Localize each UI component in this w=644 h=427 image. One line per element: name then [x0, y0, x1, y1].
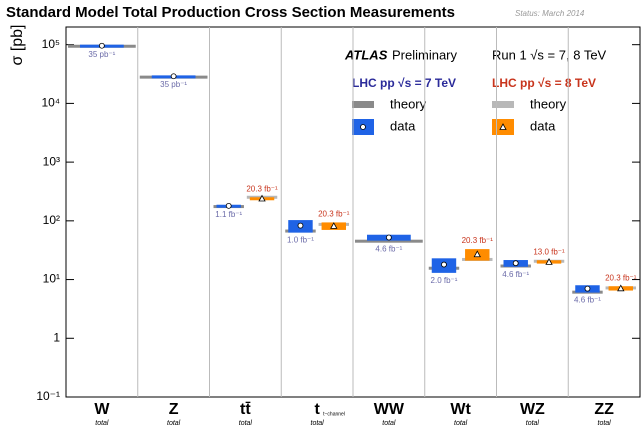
luminosity-label: 20.3 fb⁻¹ — [462, 236, 494, 245]
y-tick-label: 10² — [43, 213, 60, 227]
data-point — [170, 73, 177, 80]
data-point — [545, 258, 553, 265]
legend-label: data — [530, 118, 556, 133]
data-point — [385, 234, 392, 241]
luminosity-label: 1.1 fb⁻¹ — [215, 210, 242, 219]
y-tick-label: 10⁵ — [42, 37, 60, 51]
experiment: ATLAS — [344, 47, 388, 62]
x-tick-sublabel: total — [454, 420, 468, 427]
x-tick-sublabel: total — [382, 420, 396, 427]
x-tick-label: Z — [169, 401, 179, 418]
data-point — [297, 222, 304, 229]
legend-marker — [360, 124, 366, 130]
luminosity-label: 4.6 fb⁻¹ — [574, 296, 601, 305]
legend-theory-swatch — [492, 101, 514, 108]
x-tick-sublabel: total — [239, 420, 253, 427]
x-tick-sublabel: total — [95, 420, 109, 427]
luminosity-label: 13.0 fb⁻¹ — [533, 247, 565, 256]
legend-label: theory — [390, 96, 427, 111]
x-tick-label: t — [314, 401, 320, 418]
x-tick-label: ZZ — [594, 401, 614, 418]
luminosity-label: 1.0 fb⁻¹ — [287, 236, 314, 245]
legend-marker — [499, 123, 507, 130]
luminosity-label: 35 pb⁻¹ — [160, 80, 187, 89]
chart-title: Standard Model Total Production Cross Se… — [6, 4, 455, 21]
y-tick-label: 10⁻¹ — [36, 389, 60, 403]
luminosity-label: 2.0 fb⁻¹ — [431, 276, 458, 285]
x-tick-label: Wt — [450, 401, 471, 418]
data-point — [98, 42, 105, 49]
y-axis-label: σ [pb] — [9, 24, 26, 65]
legend-label: data — [390, 118, 416, 133]
luminosity-label: 35 pb⁻¹ — [88, 50, 115, 59]
luminosity-label: 4.6 fb⁻¹ — [502, 270, 529, 279]
y-tick-label: 10³ — [43, 154, 60, 168]
legend-title: LHC pp √s = 8 TeV — [492, 76, 596, 90]
legend-title: LHC pp √s = 7 TeV — [352, 76, 456, 90]
x-tick-sublabel: total — [526, 420, 540, 427]
y-tick-label: 10¹ — [43, 272, 60, 286]
x-tick-label: tt̄ — [240, 400, 251, 418]
status: Status: March 2014 — [515, 9, 585, 18]
x-tick-label: WW — [374, 401, 405, 418]
data-point — [441, 261, 447, 268]
luminosity-label: 20.3 fb⁻¹ — [246, 184, 278, 193]
x-tick-label: W — [94, 401, 110, 418]
data-point — [584, 285, 591, 292]
x-tick-sublabel: total — [598, 420, 612, 427]
data-point — [258, 194, 266, 202]
y-tick-label: 10⁴ — [41, 96, 60, 110]
run-label: Run 1 √s = 7, 8 TeV — [492, 47, 607, 62]
data-point — [473, 250, 481, 258]
luminosity-label: 4.6 fb⁻¹ — [375, 244, 402, 253]
luminosity-label: 20.3 fb⁻¹ — [318, 210, 350, 219]
data-point — [512, 260, 519, 267]
x-tick-subscript: t−channel — [323, 411, 345, 417]
data-point — [225, 202, 232, 209]
theory-band — [355, 239, 423, 243]
data-point — [617, 284, 625, 292]
luminosity-label: 20.3 fb⁻¹ — [605, 273, 637, 282]
legend-theory-swatch — [352, 101, 374, 108]
y-tick-label: 1 — [53, 330, 60, 344]
x-tick-sublabel: total — [167, 420, 181, 427]
x-tick-label: WZ — [520, 401, 545, 418]
legend-label: theory — [530, 96, 567, 111]
data-point — [330, 222, 338, 229]
x-tick-sublabel: total — [311, 420, 325, 427]
